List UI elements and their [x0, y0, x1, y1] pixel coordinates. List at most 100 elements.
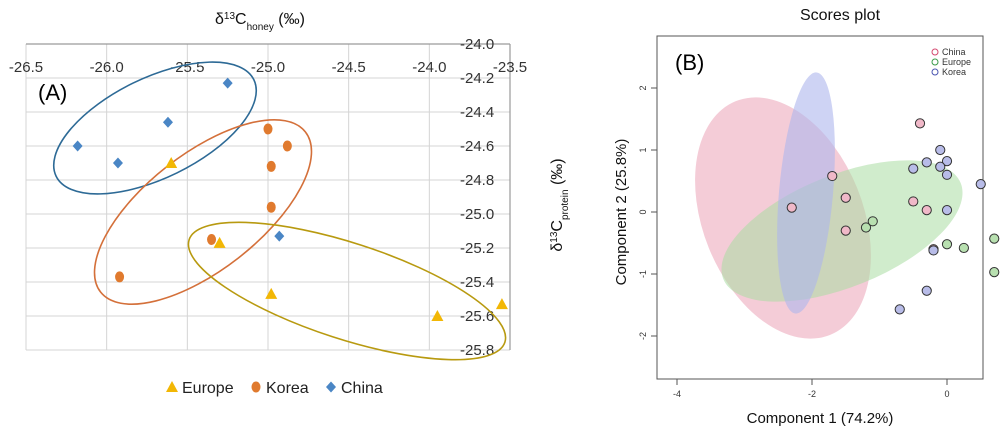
point-korea — [941, 169, 953, 180]
panel-b-y-ticks: 2 1 0 -1 -2 — [638, 85, 657, 340]
point-korea — [282, 140, 292, 152]
point-china — [840, 192, 851, 203]
panel-a-legend: Europe Korea China — [166, 380, 383, 397]
legend-europe-label: Europe — [942, 57, 971, 67]
panel-a-label: (A) — [38, 80, 67, 105]
panel-b: Scores plot -4-2024 210-1-2 Component 1 … — [613, 7, 1000, 427]
legend-china: China — [931, 47, 966, 57]
point-europe — [495, 298, 508, 310]
legend-korea: Korea — [931, 67, 966, 77]
y-tick-label: -24.4 — [460, 104, 494, 121]
legend-europe: Europe — [166, 380, 234, 397]
point-china — [827, 170, 838, 182]
x-tick-label: -24.0 — [412, 59, 446, 76]
panel-b-plot-frame — [656, 35, 984, 380]
panel-b-y-axis-label: Component 2 (25.8%) — [613, 139, 630, 286]
point-korea — [207, 234, 217, 245]
point-china — [921, 205, 932, 216]
point-china — [914, 118, 926, 129]
point-korea — [908, 163, 919, 174]
panel-b-label: (B) — [675, 50, 704, 75]
point-china — [908, 196, 919, 207]
point-korea — [921, 285, 932, 296]
point-china — [162, 116, 173, 128]
legend-europe-marker — [166, 381, 178, 392]
y-tick-label: -25.4 — [460, 274, 494, 291]
point-europe — [265, 287, 278, 299]
legend-korea-label: Korea — [266, 380, 309, 397]
y-tick-label: -25.6 — [460, 308, 494, 325]
point-korea — [941, 156, 953, 167]
ellipse-korea-b — [777, 72, 835, 314]
x-tick-label: -25.0 — [251, 59, 285, 76]
legend-korea-marker — [251, 381, 261, 393]
y-tick-label: -1 — [638, 270, 648, 278]
panel-a-x-axis-label: δ13Choney (‰) — [215, 11, 305, 33]
panel-a-y-axis-label: δ13Cprotein (‰) — [549, 158, 571, 251]
point-europe — [867, 216, 878, 227]
legend-china-marker — [326, 381, 336, 393]
legend-korea-label: Korea — [942, 67, 966, 77]
point-europe — [958, 242, 969, 254]
panel-a-points — [72, 77, 508, 321]
x-tick-label: -4 — [673, 389, 681, 399]
point-korea — [894, 304, 905, 315]
panel-b-points — [786, 118, 1000, 315]
panel-b-x-axis-label: Component 1 (74.2%) — [747, 410, 894, 427]
point-europe — [989, 233, 1000, 244]
point-europe — [989, 267, 1000, 278]
y-tick-label: -24.6 — [460, 138, 494, 155]
legend-europe-marker — [931, 58, 939, 66]
y-tick-label: -2 — [638, 332, 648, 340]
point-europe — [213, 236, 226, 248]
panel-a-grid — [25, 43, 511, 351]
y-tick-label: -25.2 — [460, 240, 494, 257]
x-tick-label: 0 — [944, 389, 949, 399]
y-tick-label: -25.8 — [460, 342, 494, 359]
y-tick-label: -24.0 — [460, 36, 494, 53]
point-europe — [860, 222, 872, 233]
point-korea — [263, 123, 273, 135]
point-korea — [975, 179, 986, 190]
panel-a-x-ticks: -26.5 -26.0 -25.5 -25.0 -24.5 -24.0 -23.5 — [9, 59, 527, 76]
y-tick-label: -25.0 — [460, 206, 494, 223]
point-china — [840, 225, 851, 236]
y-tick-label: 2 — [638, 85, 648, 90]
point-china — [786, 202, 797, 213]
point-korea — [935, 161, 946, 172]
point-europe — [941, 239, 953, 250]
point-korea — [928, 245, 939, 256]
x-tick-label: -23.5 — [493, 59, 527, 76]
point-china — [72, 140, 83, 152]
x-tick-label: -26.0 — [90, 59, 124, 76]
x-tick-label: -24.5 — [332, 59, 366, 76]
legend-china-label: China — [341, 380, 383, 397]
point-china — [222, 77, 233, 89]
panel-b-confidence-ellipses — [695, 72, 963, 339]
point-korea — [266, 160, 276, 172]
point-korea — [266, 201, 276, 213]
legend-china-marker — [931, 48, 939, 56]
point-korea — [115, 271, 125, 283]
point-korea — [941, 205, 953, 216]
point-korea — [921, 157, 932, 168]
y-tick-label: -24.2 — [460, 70, 494, 87]
y-tick-label: 1 — [638, 147, 648, 152]
legend-china: China — [326, 380, 383, 397]
x-tick-label: -26.5 — [9, 59, 43, 76]
y-tick-label: 0 — [638, 209, 648, 214]
y-tick-label: -24.8 — [460, 172, 494, 189]
ellipse-china — [52, 61, 258, 195]
point-europe — [165, 157, 178, 168]
legend-europe-label: Europe — [182, 380, 234, 397]
point-europe — [431, 310, 444, 321]
legend-korea-marker — [931, 68, 939, 76]
panel-a-y-ticks: -24.0 -24.2 -24.4 -24.6 -24.8 -25.0 -25.2 -25.4… — [460, 36, 494, 359]
point-china — [274, 230, 285, 242]
panel-b-title: Scores plot — [800, 7, 881, 24]
legend-korea: Korea — [251, 380, 309, 397]
legend-china-label: China — [942, 47, 966, 57]
legend-europe: Europe — [931, 57, 971, 67]
